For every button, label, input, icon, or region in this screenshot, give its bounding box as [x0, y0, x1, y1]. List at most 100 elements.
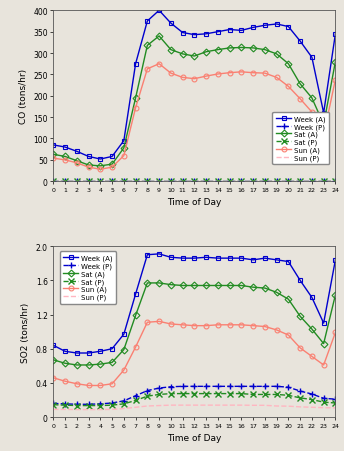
Sun (P) [87, 407, 91, 412]
Sat (P) [275, 179, 279, 184]
Sun (P) [63, 407, 67, 412]
Sun (A) [181, 75, 185, 81]
Sun (A) [263, 71, 267, 77]
Sat (A) [275, 290, 279, 295]
Sun (P) [181, 403, 185, 408]
Week (P) [87, 402, 91, 407]
Sun (P) [286, 404, 290, 409]
Week (P) [145, 388, 149, 393]
Week (P) [322, 396, 326, 401]
Sat (P) [263, 179, 267, 184]
Sun (A) [133, 106, 138, 111]
Sat (A) [275, 52, 279, 57]
Sun (A) [227, 71, 232, 76]
Sun (A) [275, 327, 279, 333]
Sun (P) [192, 179, 196, 184]
Week (P) [75, 402, 79, 407]
Line: Sun (A): Sun (A) [51, 62, 338, 172]
Week (A) [204, 255, 208, 260]
Sat (P) [239, 179, 244, 184]
Sat (A) [286, 297, 290, 302]
Sat (P) [192, 391, 196, 396]
Sat (P) [98, 403, 103, 408]
Week (P) [192, 179, 196, 184]
Sun (P) [275, 403, 279, 409]
Week (A) [298, 278, 302, 283]
Week (A) [239, 256, 244, 261]
Sat (A) [310, 327, 314, 332]
Sun (P) [51, 179, 55, 184]
Week (P) [251, 384, 255, 389]
Sat (A) [145, 44, 149, 49]
Sun (P) [333, 179, 337, 184]
Week (P) [333, 396, 337, 402]
Week (P) [145, 179, 149, 184]
Sun (A) [251, 323, 255, 329]
Sat (P) [239, 391, 244, 396]
Sat (P) [227, 179, 232, 184]
Week (P) [263, 179, 267, 184]
Sat (P) [169, 391, 173, 396]
Sun (P) [145, 179, 149, 184]
Week (P) [157, 386, 161, 391]
Week (P) [192, 384, 196, 389]
Sat (P) [333, 179, 337, 184]
Sat (A) [192, 54, 196, 60]
Week (A) [192, 33, 196, 38]
Sun (A) [192, 77, 196, 82]
Sat (A) [169, 282, 173, 288]
Sat (A) [333, 293, 337, 298]
Sun (A) [239, 322, 244, 328]
Sun (A) [216, 322, 220, 328]
Sat (P) [122, 179, 126, 184]
Week (A) [216, 256, 220, 261]
Week (P) [298, 388, 302, 394]
Sat (P) [263, 392, 267, 397]
Sat (P) [251, 179, 255, 184]
Sat (A) [87, 163, 91, 168]
Week (P) [310, 391, 314, 397]
Line: Sun (P): Sun (P) [53, 405, 335, 410]
Sun (P) [298, 179, 302, 184]
Sun (P) [263, 403, 267, 408]
Sat (A) [157, 34, 161, 40]
Week (A) [75, 350, 79, 356]
Sun (P) [310, 179, 314, 184]
Sun (A) [286, 332, 290, 338]
Sun (P) [169, 403, 173, 408]
Sat (P) [87, 179, 91, 184]
Sat (A) [333, 60, 337, 65]
Sun (P) [145, 403, 149, 409]
Sat (A) [75, 159, 79, 164]
Sat (A) [145, 281, 149, 286]
Week (P) [63, 401, 67, 407]
Sat (A) [216, 283, 220, 289]
Sat (A) [251, 46, 255, 51]
Sun (P) [333, 405, 337, 411]
Week (A) [75, 149, 79, 155]
Sun (A) [333, 330, 337, 336]
X-axis label: Time of Day: Time of Day [167, 198, 222, 207]
Week (A) [122, 332, 126, 337]
Week (P) [204, 179, 208, 184]
Week (P) [227, 179, 232, 184]
Sun (P) [216, 179, 220, 184]
Sun (A) [216, 72, 220, 78]
Sun (A) [145, 67, 149, 73]
Week (A) [251, 258, 255, 263]
Week (A) [133, 62, 138, 67]
Sat (P) [133, 179, 138, 184]
Y-axis label: CO (tons/hr): CO (tons/hr) [19, 69, 28, 124]
Sun (P) [216, 403, 220, 408]
Sun (P) [169, 179, 173, 184]
Sun (A) [322, 133, 326, 138]
X-axis label: Time of Day: Time of Day [167, 433, 222, 442]
Week (A) [181, 31, 185, 36]
Sun (A) [75, 161, 79, 166]
Sun (P) [75, 179, 79, 184]
Sat (P) [87, 403, 91, 408]
Sat (A) [110, 162, 114, 167]
Sat (P) [181, 179, 185, 184]
Sun (P) [110, 407, 114, 412]
Sun (A) [333, 78, 337, 83]
